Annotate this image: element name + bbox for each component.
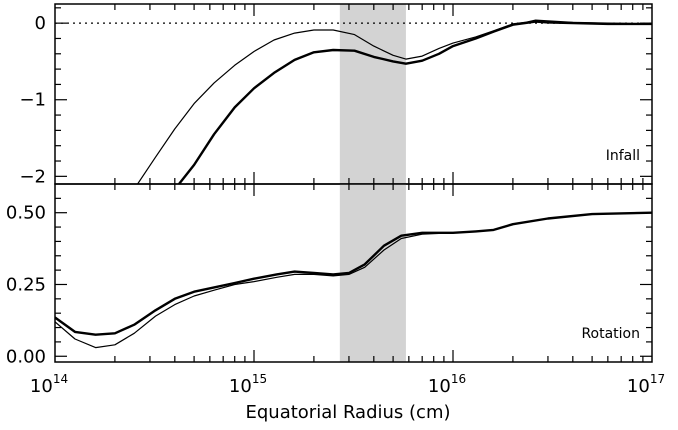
series-line-thick [55,211,652,336]
y-tick-label: −2 [19,166,46,187]
x-axis-title: Equatorial Radius (cm) [245,402,450,423]
y-tick-label: −1 [19,90,46,111]
series-line-thin [137,19,652,184]
x-tick-label: 1015 [229,372,267,397]
rotation-panel: 0.00 0.25 0.50 Rotation [6,183,653,367]
x-tick-label: 1016 [428,372,466,397]
x-axis-ticks: 1014 1015 1016 1017 [30,372,665,397]
y-tick-label: 0.25 [6,274,46,295]
y-tick-label: 0.50 [6,203,46,224]
shaded-band [339,4,406,184]
panel-frame [54,183,653,363]
panel-label: Rotation [581,326,640,342]
infall-panel: 0 −1 −2 Infall [19,3,653,187]
y-tick-label: 0.00 [6,346,46,367]
series-line-thick [178,20,652,184]
panel-label: Infall [606,148,640,164]
x-tick-label: 1014 [30,372,68,397]
y-tick-label: 0 [35,13,46,34]
x-tick-label: 1017 [627,372,665,397]
